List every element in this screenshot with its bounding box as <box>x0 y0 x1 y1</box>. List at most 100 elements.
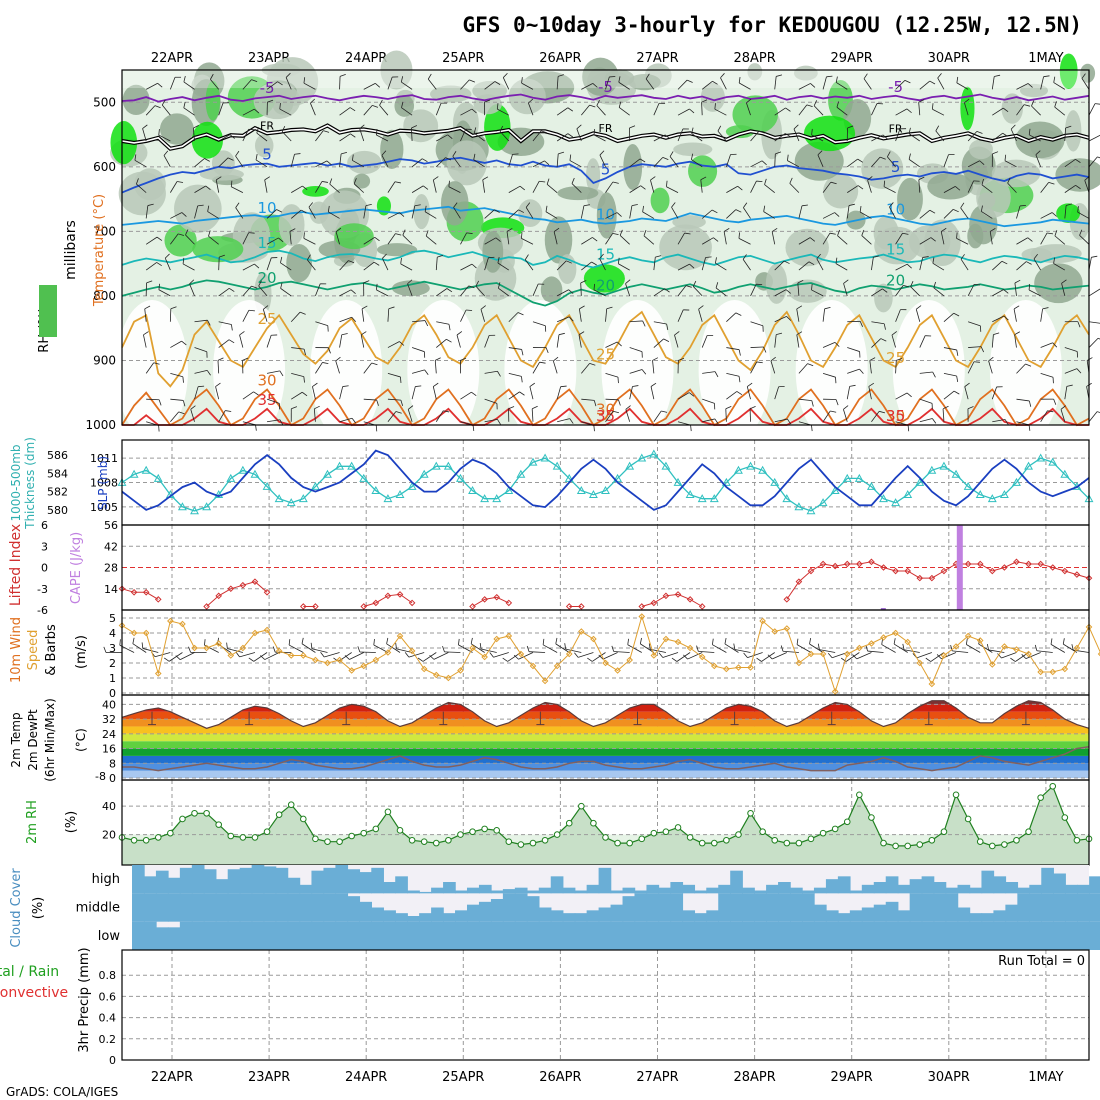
wind-barb <box>932 108 945 116</box>
wind-barb-flag <box>956 375 959 382</box>
wind-barb <box>266 335 272 348</box>
wind-barb-flag <box>229 287 235 292</box>
date-label-top: 1MAY <box>1028 51 1063 66</box>
cloud-cell <box>1065 884 1078 894</box>
wind-barb <box>545 211 558 219</box>
cloud-cell <box>849 921 863 950</box>
wind-barb <box>532 160 545 168</box>
tick-label: 0.8 <box>99 969 117 982</box>
wind-barb <box>847 158 858 168</box>
cloud-cell <box>981 921 995 950</box>
cloud-cell <box>227 893 241 922</box>
wind-barb-flag <box>1077 321 1081 328</box>
cloud-cell <box>287 877 301 894</box>
slp-line <box>121 453 1090 512</box>
cloud-cell <box>610 904 624 922</box>
wind-barb-flag <box>219 254 225 258</box>
wind-speed-point <box>856 644 863 652</box>
wind-barb <box>192 128 195 142</box>
rh-point <box>952 791 960 799</box>
wind-barb-flag <box>879 410 886 414</box>
wind-barb-flag <box>458 638 460 645</box>
wind-barb <box>339 417 353 423</box>
wind-barb-flag <box>351 417 357 424</box>
wind-barb <box>460 108 473 116</box>
wind-barb-flag <box>526 645 530 652</box>
lifted-index-point <box>396 591 404 598</box>
wind-barb-flag <box>1003 289 1009 294</box>
wind-barb-flag <box>611 645 615 652</box>
wind-barb <box>460 391 472 400</box>
cloud-cell <box>694 921 707 950</box>
cloud-cell <box>670 921 684 950</box>
cloud-cell <box>455 921 468 950</box>
cloud-cell <box>239 893 253 922</box>
wind-barb-flag <box>736 391 743 396</box>
wind-barb <box>650 386 655 400</box>
wind-barb-flag <box>674 331 680 336</box>
wind-barb-flag <box>889 202 894 208</box>
wind-barb <box>763 211 775 219</box>
wind-barb-flag <box>388 306 395 310</box>
wind-barb <box>774 153 776 167</box>
wind-barb-flag <box>964 98 970 104</box>
wind-barb <box>817 154 824 167</box>
rh-fill-patch <box>960 86 975 131</box>
wind-barb <box>605 372 619 378</box>
wind-barb <box>967 361 975 374</box>
wind-barb <box>836 106 848 116</box>
slp-point <box>999 490 1009 499</box>
wind-barb-flag <box>830 181 837 185</box>
isotherm-line <box>121 93 1090 103</box>
wind-barb <box>746 386 751 400</box>
wind-barb <box>653 157 664 168</box>
wind-barb-flag <box>557 74 564 77</box>
cloud-cell <box>1017 887 1031 894</box>
wind-speed-point <box>263 626 271 634</box>
wind-barb <box>386 643 401 653</box>
rh-point <box>420 838 428 845</box>
cloud-cell <box>466 921 480 950</box>
wind-barb <box>289 231 292 245</box>
wind-barb <box>291 391 303 400</box>
wind-barb-flag <box>816 253 821 259</box>
rh-fill-patch <box>518 199 543 228</box>
cloud-cell <box>514 921 528 950</box>
wind-barb <box>301 643 316 653</box>
cloud-cell <box>275 893 289 922</box>
wind-barb-flag <box>323 130 330 133</box>
cloud-cell <box>837 921 851 950</box>
wind-barb-flag <box>136 178 139 185</box>
wind-barb-flag <box>756 361 763 364</box>
wind-barb-flag <box>883 323 886 330</box>
slp-point <box>709 494 719 503</box>
wind-barb-flag <box>216 176 222 181</box>
wind-barb <box>484 370 498 374</box>
lifted-index-point <box>1049 564 1057 571</box>
wind-barb-flag <box>502 657 508 662</box>
rh-fill-patch <box>582 57 619 96</box>
wind-barb-flag <box>204 158 210 162</box>
date-label-top: 24APR <box>345 51 387 66</box>
wind-barb-flag <box>352 154 354 161</box>
wind-barb-flag <box>357 646 361 653</box>
rh-fill-patch <box>134 168 166 201</box>
wind-speed-point <box>928 680 936 688</box>
wind-barb <box>676 652 691 662</box>
wind-barb-flag <box>930 237 936 242</box>
wind-barb-flag <box>204 639 206 646</box>
rh-fill-patch <box>544 216 573 264</box>
wind-barb <box>231 186 244 193</box>
wind-barb-flag <box>349 107 356 112</box>
lifted-index-point <box>916 574 924 582</box>
legend-total-rain: Total / Rain <box>0 964 59 980</box>
wind-barb-flag <box>916 305 922 310</box>
wind-barb <box>613 651 630 653</box>
wind-barb <box>992 107 1004 116</box>
wind-barb-flag <box>288 639 291 646</box>
cloud-cell <box>132 893 145 922</box>
wind-barb <box>242 391 254 400</box>
cloud-cell <box>132 921 145 950</box>
wind-barb-flag <box>422 158 428 163</box>
wind-barb-flag <box>925 657 931 662</box>
